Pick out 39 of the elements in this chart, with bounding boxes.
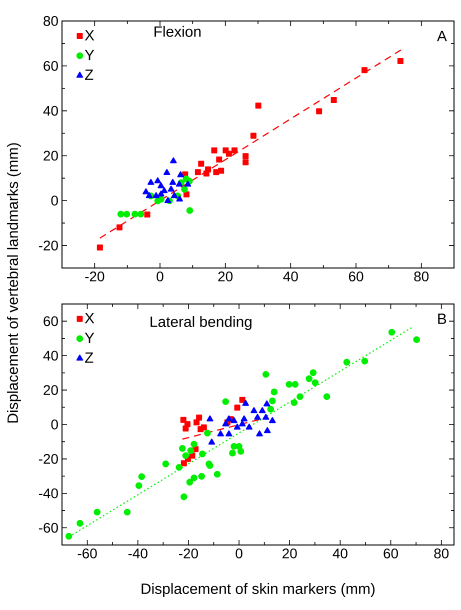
x-tick-label: 60 (384, 548, 398, 558)
x-tick-label: -20 (85, 272, 104, 282)
x-tick-label: 0 (156, 272, 164, 282)
legend-label: Z (85, 352, 94, 363)
y-tick-label: 80 (44, 16, 58, 26)
legend-label: Y (84, 50, 94, 60)
y-tick-label: 40 (43, 106, 58, 116)
legend-label: X (84, 313, 94, 324)
y-tick-label: -20 (38, 240, 58, 250)
x-tick-label: 40 (283, 272, 298, 282)
y-tick-label: 0 (51, 196, 58, 206)
annotation: Lateral bending (150, 316, 252, 330)
x-tick-label: -20 (178, 548, 198, 558)
legend-label: X (84, 30, 94, 40)
annotation: A (437, 30, 447, 42)
y-tick-label: -60 (38, 522, 58, 533)
x-tick-label: 60 (348, 272, 364, 282)
y-tick-label: 20 (44, 150, 58, 161)
y-tick-label: 60 (44, 316, 58, 326)
legend-label: Y (84, 332, 94, 344)
annotation: Flexion (154, 26, 201, 37)
x-tick-label: -60 (78, 548, 97, 558)
y-tick-label: 40 (43, 350, 58, 361)
x-tick-label: 0 (236, 548, 242, 558)
legend-label: Z (85, 70, 94, 80)
x-tick-label: 80 (414, 272, 429, 282)
x-tick-label: 40 (332, 548, 348, 558)
y-axis-title: Displacement of vertebral landmarks (mm) (7, 143, 21, 423)
x-tick-label: 20 (218, 272, 233, 282)
x-tick-label: 80 (434, 548, 449, 558)
y-tick-label: -40 (38, 488, 58, 498)
x-tick-label: 20 (282, 548, 297, 558)
x-axis-title: Displacement of skin markers (mm) (142, 583, 375, 597)
y-tick-label: 60 (44, 60, 58, 71)
y-tick-label: -20 (38, 454, 58, 464)
annotation: B (438, 314, 446, 324)
x-tick-label: -40 (128, 548, 148, 558)
y-tick-label: 20 (44, 385, 58, 396)
y-tick-label: 0 (51, 420, 58, 430)
